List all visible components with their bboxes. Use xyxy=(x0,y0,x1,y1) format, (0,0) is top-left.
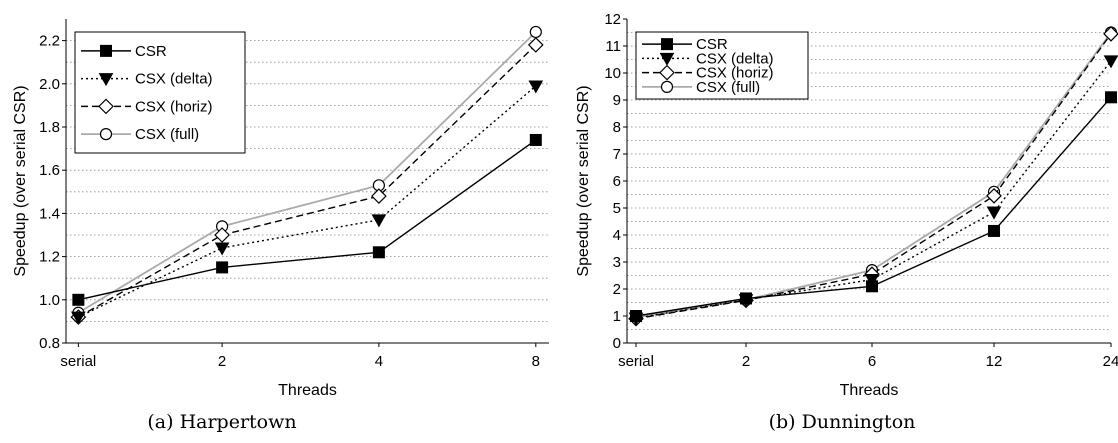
legend-entry: CSX (delta) xyxy=(135,71,213,88)
y-tick-label: 0 xyxy=(613,335,621,352)
x-tick-label: serial xyxy=(60,353,96,370)
series-csx-delta- xyxy=(71,80,544,325)
y-tick-label: 1.2 xyxy=(39,249,60,266)
legend: CSR CSX (delta) CSX (horiz) CSX (full) xyxy=(74,31,246,154)
data-point xyxy=(529,25,542,39)
data-point xyxy=(988,224,1001,237)
data-point xyxy=(216,261,229,274)
y-axis-label: Speedup (over serial CSR) xyxy=(12,85,29,276)
legend-marker xyxy=(99,128,113,141)
data-point xyxy=(740,292,753,305)
x-tick-label: serial xyxy=(618,353,654,370)
y-tick-label: 7 xyxy=(613,146,621,163)
data-point xyxy=(214,227,230,243)
series-csr xyxy=(630,91,1117,322)
series-line xyxy=(78,44,537,318)
x-tick-label: 6 xyxy=(868,353,876,370)
y-tick-label: 2.0 xyxy=(39,76,60,93)
legend-entry: CSX (delta) xyxy=(696,50,774,67)
data-point xyxy=(372,246,385,259)
series-line xyxy=(635,33,1112,320)
legend-marker xyxy=(659,52,675,66)
data-point xyxy=(214,242,230,256)
data-point xyxy=(71,311,86,325)
data-point xyxy=(986,188,1002,204)
legend-marker xyxy=(660,80,674,93)
legend-marker xyxy=(100,44,112,57)
legend-marker xyxy=(659,64,675,81)
x-tick-label: 8 xyxy=(532,353,540,370)
y-tick-label: 1 xyxy=(613,308,621,325)
y-tick-label: 1.8 xyxy=(39,119,60,136)
chart-caption: (a) Harpertown xyxy=(147,411,296,433)
legend-marker xyxy=(661,38,673,51)
x-tick-label: 24 xyxy=(1103,353,1118,370)
y-tick-label: 3 xyxy=(613,254,621,271)
chart-0: 0.8 1.0 1.2 1.4 1.6 1.8 2.0 2.2 serial 2 4 8 Threads… xyxy=(12,19,549,433)
data-point xyxy=(1105,91,1117,104)
data-point xyxy=(528,80,544,94)
y-tick-label: 2 xyxy=(613,281,621,298)
data-point xyxy=(371,214,387,228)
y-axis-label: Speedup (over serial CSR) xyxy=(575,85,592,276)
series-csr xyxy=(72,133,542,306)
x-axis-label: Threads xyxy=(278,382,337,399)
y-tick-label: 9 xyxy=(613,92,621,109)
data-point xyxy=(986,206,1002,220)
legend-entry: CSR xyxy=(135,43,167,60)
x-tick-label: 4 xyxy=(375,353,383,370)
legend-entry: CSR xyxy=(696,36,728,53)
y-tick-label: 1.4 xyxy=(39,205,60,222)
legend-entry: CSX (horiz) xyxy=(135,98,213,115)
y-tick-label: 0.8 xyxy=(39,335,60,352)
legend-entry: CSX (full) xyxy=(696,79,760,96)
y-tick-label: 11 xyxy=(605,38,621,55)
data-point xyxy=(72,293,85,306)
chart-caption: (b) Dunnington xyxy=(769,411,916,433)
data-point xyxy=(1103,55,1118,69)
legend-marker xyxy=(98,73,114,87)
y-tick-label: 1.0 xyxy=(39,292,60,309)
x-tick-label: 12 xyxy=(986,353,1003,370)
legend-marker xyxy=(98,98,114,115)
data-point xyxy=(866,280,879,293)
y-tick-label: 8 xyxy=(613,119,621,136)
x-tick-label: 2 xyxy=(742,353,750,370)
series-line xyxy=(78,139,537,301)
series-line xyxy=(78,85,537,318)
y-tick-label: 10 xyxy=(604,65,621,82)
series-line xyxy=(77,31,537,314)
data-point xyxy=(529,133,542,146)
y-tick-label: 6 xyxy=(613,173,621,190)
data-point xyxy=(527,37,544,53)
y-tick-label: 5 xyxy=(613,200,621,217)
y-tick-label: 1.6 xyxy=(39,162,60,179)
legend-entry: CSX (horiz) xyxy=(696,65,774,82)
data-point xyxy=(1103,26,1118,42)
data-point xyxy=(371,188,387,204)
y-tick-label: 12 xyxy=(604,11,621,28)
data-point xyxy=(630,310,643,322)
y-tick-label: 4 xyxy=(613,227,621,244)
legend-entry: CSX (full) xyxy=(135,126,199,143)
x-axis-label: Threads xyxy=(840,382,899,399)
x-tick-label: 2 xyxy=(218,353,226,370)
y-tick-label: 2.2 xyxy=(39,33,60,50)
